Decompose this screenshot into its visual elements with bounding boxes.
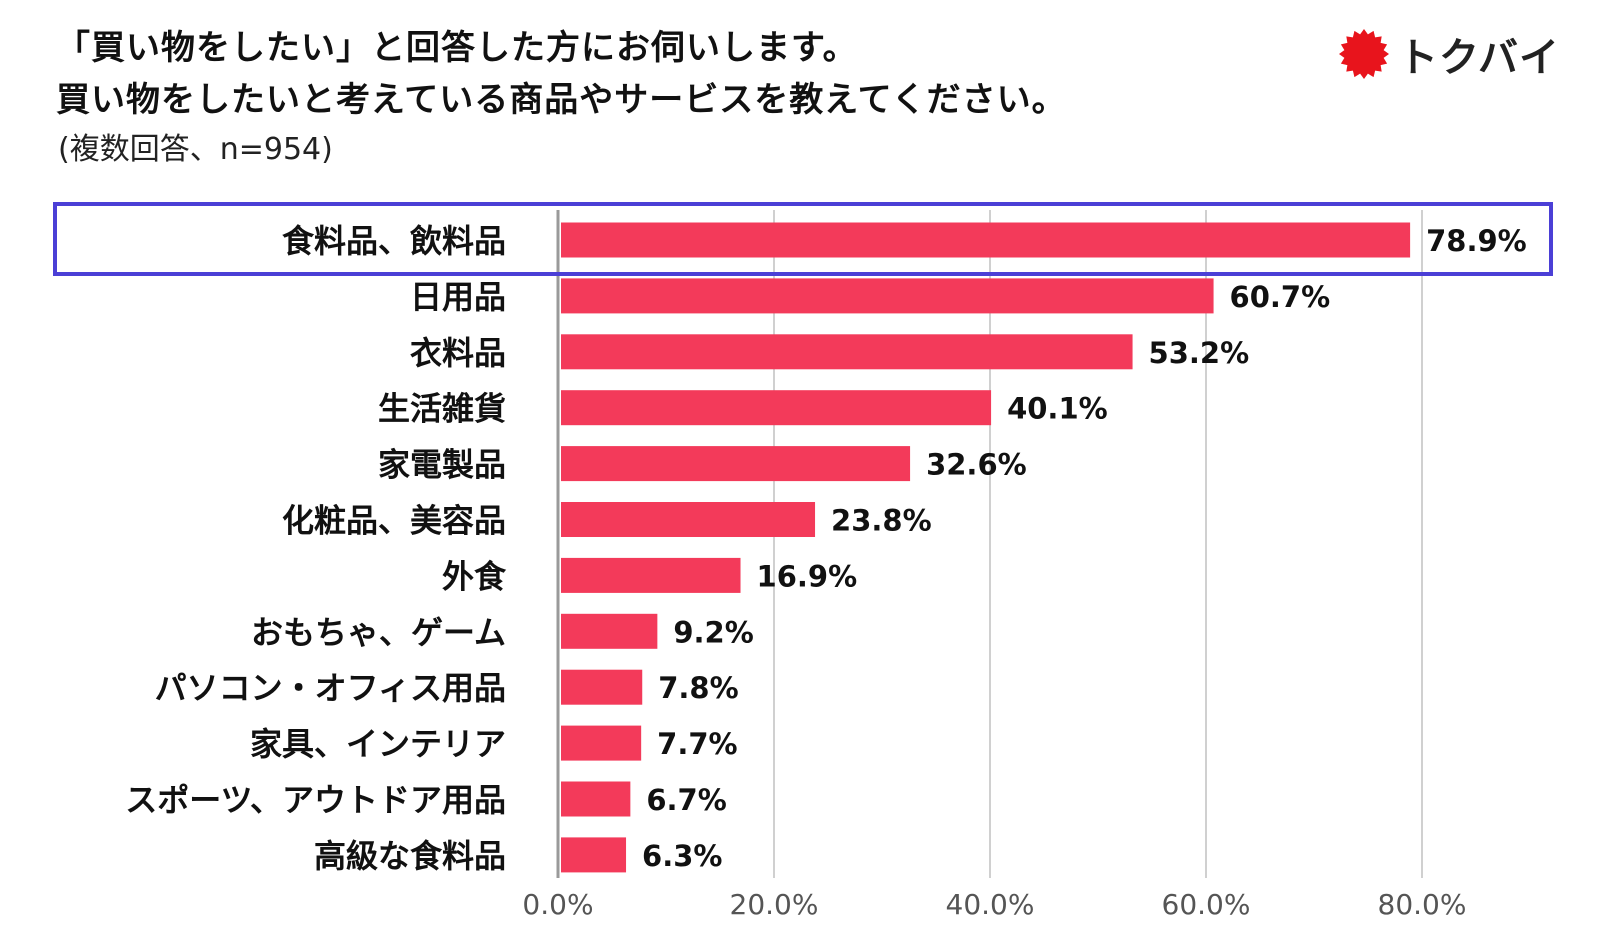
chart-title-line-1: 「買い物をしたい」と回答した方にお伺いします。 [56,28,858,68]
category-label: 高級な食料品 [314,837,506,875]
bar [561,781,631,817]
data-label: 16.9% [757,559,858,593]
data-label: 7.7% [657,727,737,761]
category-label: 生活雑貨 [378,390,506,428]
category-label: 外食 [442,557,507,595]
bar [561,613,658,649]
data-label: 23.8% [831,504,932,538]
category-label: 家具、インテリア [250,725,506,763]
bar [561,278,1214,314]
tokubai-logo: トクバイ [1338,24,1560,84]
x-tick-label: 20.0% [730,888,819,921]
bar [561,725,642,761]
data-label: 60.7% [1230,280,1331,314]
bar [561,557,741,593]
data-label: 9.2% [673,615,753,649]
x-tick-label: 40.0% [946,888,1035,921]
data-label: 7.8% [658,671,738,705]
x-tick-label: 0.0% [522,888,593,921]
x-tick-label: 60.0% [1162,888,1251,921]
chart-title-line-2: 買い物をしたいと考えている商品やサービスを教えてください。 [56,80,1067,120]
bar [561,390,992,426]
category-label: 化粧品、美容品 [282,502,506,540]
category-label: スポーツ、アウトドア用品 [125,781,506,819]
bar [561,502,816,537]
bar [561,669,643,705]
logo-text: トクバイ [1398,35,1560,81]
category-label: 食料品、飲料品 [282,222,506,260]
data-label: 6.3% [642,839,722,873]
data-label: 40.1% [1007,392,1108,426]
bar [561,334,1133,370]
data-label: 78.9% [1426,224,1527,258]
category-label: 家電製品 [378,446,506,484]
chart-subtitle: (複数回答、n=954) [58,132,333,167]
bar [561,837,627,873]
red-starburst-logo-icon [1339,29,1389,79]
x-tick-label: 80.0% [1378,888,1467,921]
highlight-box [53,202,1553,276]
logo-starburst-shape [1339,29,1389,79]
category-label: パソコン・オフィス用品 [155,669,506,707]
data-label: 6.7% [646,783,726,817]
category-label: 日用品 [410,278,506,316]
bar [561,446,911,482]
category-label: おもちゃ、ゲーム [251,613,506,651]
bar [561,222,1411,258]
data-label: 32.6% [926,448,1027,482]
data-label: 53.2% [1149,336,1250,370]
category-label: 衣料品 [410,334,506,372]
